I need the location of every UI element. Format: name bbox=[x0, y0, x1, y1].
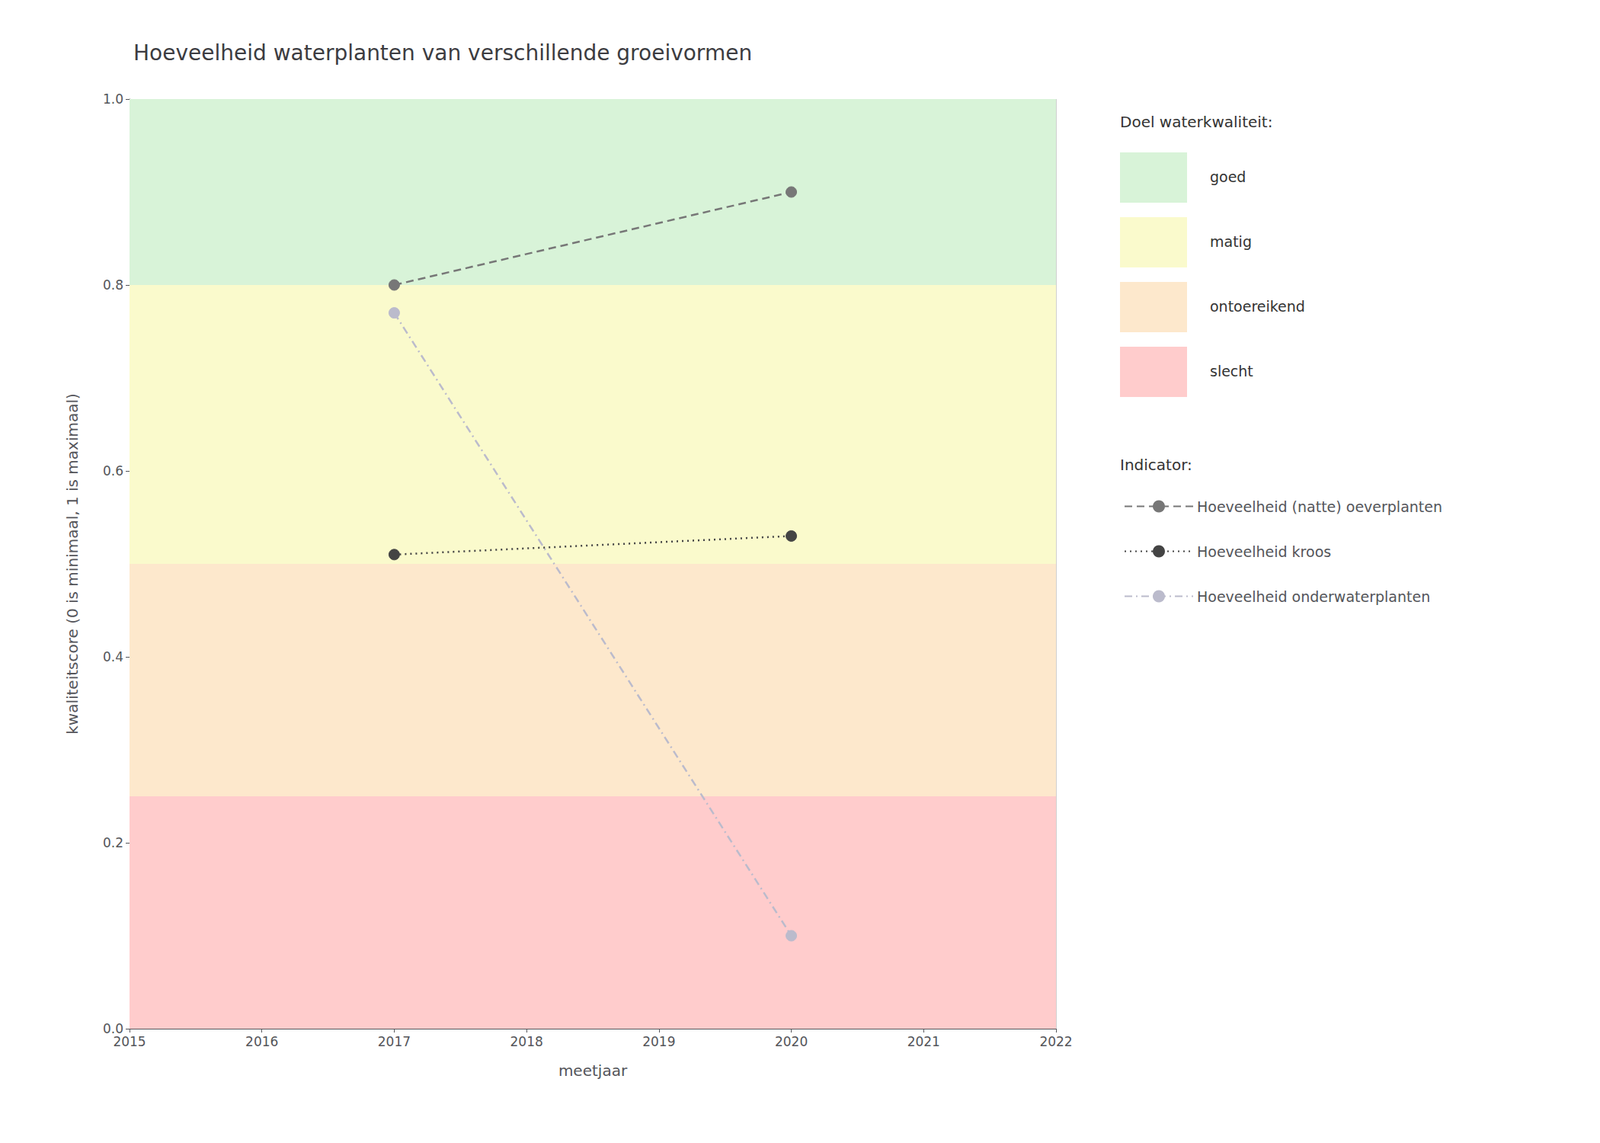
svg-text:Hoeveelheid (natte) oeverplant: Hoeveelheid (natte) oeverplanten bbox=[1196, 498, 1443, 516]
svg-text:2018: 2018 bbox=[510, 1033, 544, 1050]
svg-text:Indicator:: Indicator: bbox=[1120, 455, 1193, 474]
svg-text:2020: 2020 bbox=[774, 1033, 808, 1050]
svg-text:2021: 2021 bbox=[907, 1033, 941, 1050]
svg-text:0.4: 0.4 bbox=[102, 649, 124, 665]
svg-text:2019: 2019 bbox=[642, 1033, 676, 1050]
svg-text:Hoeveelheid kroos: Hoeveelheid kroos bbox=[1196, 543, 1332, 560]
svg-text:ontoereikend: ontoereikend bbox=[1209, 297, 1306, 315]
svg-text:goed: goed bbox=[1209, 168, 1246, 186]
svg-text:Hoeveelheid onderwaterplanten: Hoeveelheid onderwaterplanten bbox=[1196, 588, 1431, 605]
svg-text:2017: 2017 bbox=[377, 1033, 411, 1050]
svg-text:2016: 2016 bbox=[245, 1033, 279, 1050]
svg-text:0.2: 0.2 bbox=[102, 835, 124, 851]
svg-text:matig: matig bbox=[1209, 233, 1252, 250]
svg-text:meetjaar: meetjaar bbox=[558, 1061, 628, 1080]
svg-text:Doel waterkwaliteit:: Doel waterkwaliteit: bbox=[1120, 112, 1273, 132]
svg-text:0.8: 0.8 bbox=[102, 277, 124, 293]
svg-text:slecht: slecht bbox=[1209, 362, 1254, 380]
svg-text:2022: 2022 bbox=[1039, 1033, 1072, 1050]
svg-text:Hoeveelheid waterplanten van v: Hoeveelheid waterplanten van verschillen… bbox=[133, 40, 752, 66]
svg-text:1.0: 1.0 bbox=[102, 91, 124, 107]
svg-text:0.0: 0.0 bbox=[102, 1020, 124, 1037]
svg-text:kwaliteitscore (0 is minimaal,: kwaliteitscore (0 is minimaal, 1 is maxi… bbox=[63, 393, 82, 735]
svg-text:0.6: 0.6 bbox=[102, 463, 124, 479]
svg-text:2015: 2015 bbox=[112, 1033, 146, 1050]
